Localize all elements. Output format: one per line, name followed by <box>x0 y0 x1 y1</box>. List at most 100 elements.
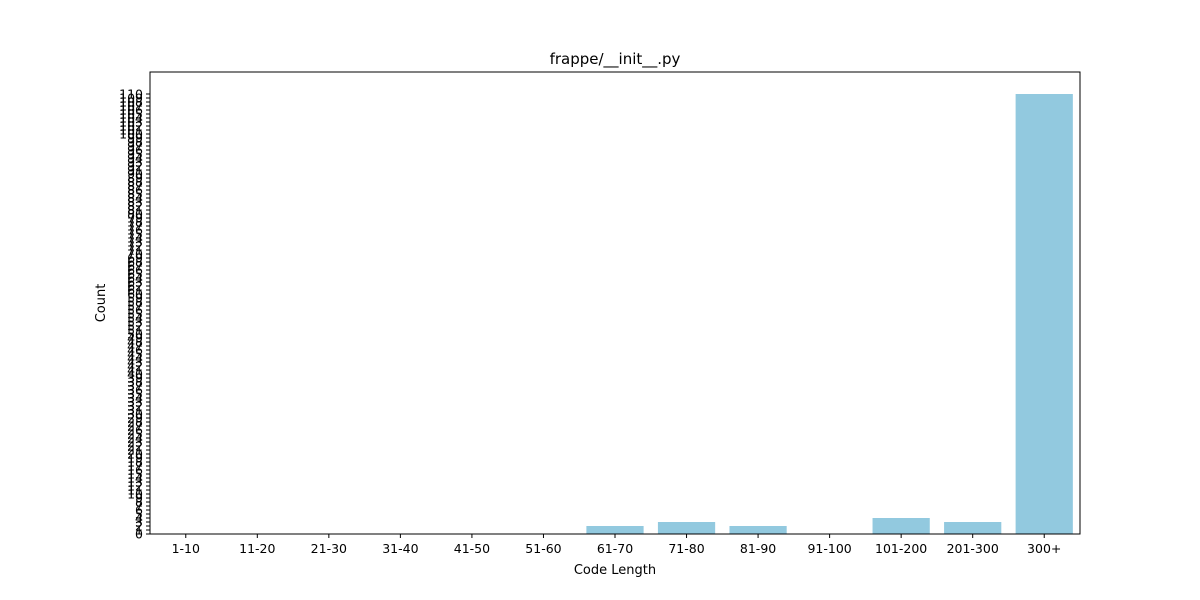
y-tick-label: 87 <box>127 179 143 194</box>
plot-frame <box>149 71 1081 535</box>
y-tick-label: 79 <box>127 211 143 226</box>
y-tick-label: 58 <box>127 295 143 310</box>
y-tick-label: 103 <box>119 115 143 130</box>
y-tick-label: 19 <box>127 451 143 466</box>
y-tick-label: 29 <box>127 411 143 426</box>
y-tick-label: 104 <box>119 111 143 126</box>
y-tick-label: 6 <box>135 503 143 518</box>
y-tick-label: 96 <box>127 143 143 158</box>
y-tick-label: 15 <box>127 467 143 482</box>
y-tick-label: 73 <box>127 235 143 250</box>
y-tick-label: 24 <box>127 431 143 446</box>
y-tick-label: 2 <box>135 519 143 534</box>
bars-group <box>586 94 1073 534</box>
y-tick-label: 41 <box>127 363 143 378</box>
bar-300+ <box>1015 94 1073 534</box>
y-tick-label: 25 <box>127 427 143 442</box>
x-tick-label: 71-80 <box>668 541 704 556</box>
y-tick-label: 46 <box>127 343 143 358</box>
y-tick-label: 74 <box>127 231 143 246</box>
y-tick-label: 72 <box>127 239 143 254</box>
y-tick-label: 75 <box>127 227 143 242</box>
bar-81-90 <box>729 526 787 534</box>
y-tick-label: 21 <box>127 443 143 458</box>
y-tick-label: 105 <box>119 107 143 122</box>
y-tick-label: 56 <box>127 303 143 318</box>
y-tick-label: 43 <box>127 355 143 370</box>
y-tick-label: 92 <box>127 159 143 174</box>
y-tick-label: 3 <box>135 515 143 530</box>
y-tick-label: 81 <box>127 203 143 218</box>
y-tick-label: 59 <box>127 291 143 306</box>
y-tick-label: 49 <box>127 331 143 346</box>
y-axis-title: Count <box>94 284 109 323</box>
y-tick-label: 80 <box>127 207 143 222</box>
y-tick-label: 65 <box>127 267 143 282</box>
y-tick-label: 98 <box>127 135 143 150</box>
x-tick-label: 61-70 <box>597 541 633 556</box>
x-tick-label: 21-30 <box>311 541 347 556</box>
y-tick-label: 62 <box>127 279 143 294</box>
y-tick-label: 23 <box>127 435 143 450</box>
y-tick-label: 106 <box>119 103 143 118</box>
x-axis-title: Code Length <box>574 563 656 578</box>
y-tick-label: 13 <box>127 475 143 490</box>
y-tick-label: 64 <box>127 271 143 286</box>
y-tick-label: 100 <box>119 127 143 142</box>
bar-71-80 <box>657 522 716 534</box>
y-tick-label: 18 <box>127 455 143 470</box>
y-tick-label: 109 <box>119 91 143 106</box>
y-tick-label: 22 <box>127 439 143 454</box>
y-tick-label: 99 <box>127 131 143 146</box>
y-tick-label: 42 <box>127 359 143 374</box>
y-tick-label: 101 <box>119 123 143 138</box>
y-tick-label: 10 <box>127 487 143 502</box>
y-tick-label: 95 <box>127 147 143 162</box>
y-tick-label: 88 <box>127 175 143 190</box>
y-tick-label: 69 <box>127 251 143 266</box>
x-tick-label: 91-100 <box>807 541 851 556</box>
y-tick-label: 27 <box>127 419 143 434</box>
y-tick-label: 20 <box>127 447 143 462</box>
y-tick-label: 37 <box>127 379 143 394</box>
y-tick-label: 70 <box>127 247 143 262</box>
y-tick-label: 83 <box>127 195 143 210</box>
y-tick-label: 52 <box>127 319 143 334</box>
y-tick-label: 97 <box>127 139 143 154</box>
y-tick-label: 14 <box>127 471 143 486</box>
y-tick-label: 34 <box>127 391 143 406</box>
x-tick-label: 41-50 <box>454 541 490 556</box>
y-tick-label: 90 <box>127 167 143 182</box>
x-tick-label: 1-10 <box>172 541 200 556</box>
y-tick-label: 76 <box>127 223 143 238</box>
y-tick-label: 89 <box>127 171 143 186</box>
y-tick-label: 68 <box>127 255 143 270</box>
y-tick-label: 102 <box>119 119 143 134</box>
y-tick-label: 67 <box>127 259 143 274</box>
chart-title: frappe/__init__.py <box>550 50 681 69</box>
y-tick-label: 4 <box>135 511 143 526</box>
bar-201-300 <box>944 522 1002 534</box>
y-tick-label: 1 <box>135 523 143 538</box>
x-tick-label: 81-90 <box>740 541 776 556</box>
y-tick-label: 107 <box>119 99 143 114</box>
y-tick-label: 38 <box>127 375 143 390</box>
bar-61-70 <box>586 526 644 534</box>
y-tick-label: 110 <box>119 87 143 102</box>
y-tick-label: 11 <box>127 483 143 498</box>
x-tick-label: 31-40 <box>382 541 418 556</box>
y-tick-label: 0 <box>135 527 143 542</box>
y-axis: 0123456789101112131415161718192021222324… <box>119 87 150 542</box>
y-tick-label: 35 <box>127 387 143 402</box>
y-tick-label: 39 <box>127 371 143 386</box>
x-tick-label: 11-20 <box>239 541 275 556</box>
y-tick-label: 48 <box>127 335 143 350</box>
bar-101-200 <box>872 518 930 534</box>
y-tick-label: 31 <box>127 403 143 418</box>
y-tick-label: 63 <box>127 275 143 290</box>
y-tick-label: 61 <box>127 283 143 298</box>
y-tick-label: 44 <box>127 351 143 366</box>
y-tick-label: 82 <box>127 199 143 214</box>
